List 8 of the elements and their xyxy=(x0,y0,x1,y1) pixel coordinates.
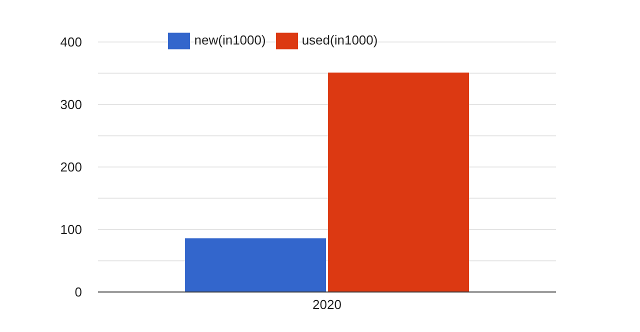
y-tick-label: 200 xyxy=(60,160,82,175)
x-tick-label: 2020 xyxy=(312,297,342,312)
y-tick-label: 300 xyxy=(60,97,82,112)
legend-label: used(in1000) xyxy=(302,32,378,48)
legend-label: new(in1000) xyxy=(194,32,266,48)
y-tick-label: 400 xyxy=(60,34,82,50)
y-tick-label: 100 xyxy=(60,222,82,238)
y-tick-label: 0 xyxy=(74,284,82,300)
